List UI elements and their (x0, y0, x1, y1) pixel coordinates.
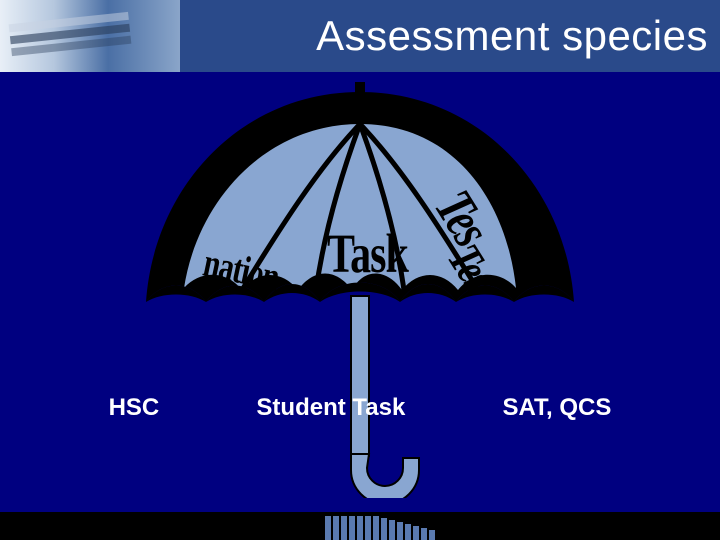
canopy-label-center: Task (327, 224, 408, 286)
header-photo (0, 0, 180, 72)
footer-bars (285, 516, 435, 540)
label-hsc: HSC (109, 394, 160, 422)
slide-content: nation Task Tes Tes HSC Student Task SAT… (0, 72, 720, 512)
label-student-task: Student Task (256, 394, 405, 422)
label-sat-qcs: SAT, QCS (502, 394, 611, 422)
title-band: Assessment species (0, 0, 720, 72)
bottom-labels-row: HSC Student Task SAT, QCS (0, 394, 720, 422)
umbrella-svg (130, 78, 590, 498)
slide-title: Assessment species (316, 12, 708, 60)
footer-bar (0, 512, 720, 540)
